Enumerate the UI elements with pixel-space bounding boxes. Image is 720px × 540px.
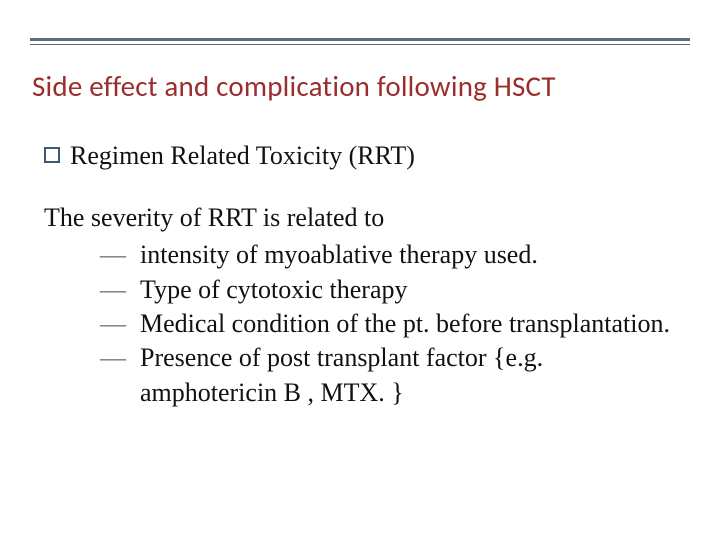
list-item-text: intensity of myoablative therapy used. <box>140 238 680 272</box>
dash-icon: — <box>100 238 126 272</box>
rule-segment <box>410 44 690 45</box>
dash-icon: — <box>100 273 126 307</box>
list-item: — Type of cytotoxic therapy <box>100 273 680 307</box>
slide-title: Side effect and complication following H… <box>32 68 688 104</box>
header-rule <box>30 38 690 58</box>
list-item: — Presence of post transplant factor {e.… <box>100 341 680 410</box>
rule-segment <box>410 38 690 41</box>
slide: Side effect and complication following H… <box>0 0 720 540</box>
square-bullet-icon <box>44 147 60 163</box>
bullet-label: Regimen Related Toxicity (RRT) <box>70 140 415 173</box>
slide-body: Regimen Related Toxicity (RRT) The sever… <box>44 140 680 410</box>
bullet-item: Regimen Related Toxicity (RRT) <box>44 140 680 173</box>
list-item-text: Medical condition of the pt. before tran… <box>140 307 680 341</box>
dash-list: — intensity of myoablative therapy used.… <box>44 238 680 410</box>
rule-segment <box>30 44 410 45</box>
list-item: — intensity of myoablative therapy used. <box>100 238 680 272</box>
list-item-text: Presence of post transplant factor {e.g.… <box>140 341 680 410</box>
list-item: — Medical condition of the pt. before tr… <box>100 307 680 341</box>
rule-segment <box>30 38 410 41</box>
list-item-text: Type of cytotoxic therapy <box>140 273 680 307</box>
dash-icon: — <box>100 341 126 375</box>
dash-icon: — <box>100 307 126 341</box>
lead-text: The severity of RRT is related to <box>44 201 680 235</box>
